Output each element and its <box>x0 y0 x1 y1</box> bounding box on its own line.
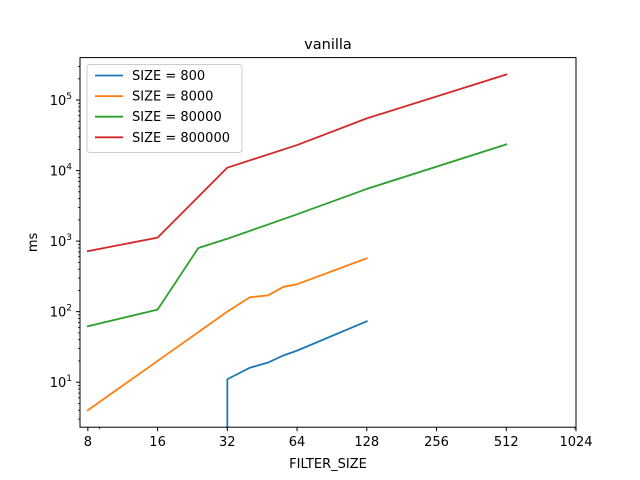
x-tick-label: 32 <box>219 435 236 450</box>
x-tick-label: 8 <box>84 435 92 450</box>
y-tick-exponent: 2 <box>66 304 72 314</box>
legend: SIZE = 800 SIZE = 8000 SIZE = 80000 SIZE = … <box>86 64 243 153</box>
legend-box <box>86 64 243 153</box>
y-tick-label: 104 <box>50 163 73 180</box>
legend-label-1: SIZE = 8000 <box>132 90 213 105</box>
y-tick-base: 10 <box>50 306 67 321</box>
y-tick-exponent: 4 <box>66 163 72 173</box>
y-tick-exponent: 3 <box>66 233 72 243</box>
legend-label-2: SIZE = 80000 <box>132 110 222 125</box>
y-tick-base: 10 <box>50 165 67 180</box>
x-tick-label: 512 <box>494 435 519 450</box>
series-line-2 <box>86 143 508 328</box>
x-tick-label: 128 <box>354 435 379 450</box>
y-axis-title: ms <box>26 232 41 252</box>
y-tick-exponent: 1 <box>66 374 72 384</box>
chart-title: vanilla <box>304 37 352 53</box>
legend-label-0: SIZE = 800 <box>132 69 205 84</box>
y-tick-base: 10 <box>50 376 67 391</box>
x-axis: 8 16 32 64 128 256 512 1024 <box>84 427 593 450</box>
y-tick-label: 105 <box>50 92 72 109</box>
y-tick-base: 10 <box>50 94 67 109</box>
series-line-0 <box>226 320 368 429</box>
x-tick-label: 16 <box>149 435 166 450</box>
x-tick-label: 64 <box>289 435 306 450</box>
y-tick-label: 102 <box>50 304 72 321</box>
y-tick-label: 101 <box>50 374 72 391</box>
x-tick-label: 256 <box>424 435 449 450</box>
plot-lines <box>86 73 508 429</box>
x-tick-label: 1024 <box>559 435 592 450</box>
series-line-3 <box>86 73 508 253</box>
y-tick-base: 10 <box>50 235 67 250</box>
y-tick-label: 103 <box>50 233 72 250</box>
legend-label-3: SIZE = 800000 <box>132 131 230 146</box>
y-tick-exponent: 5 <box>66 92 72 102</box>
series-line-1 <box>86 257 368 412</box>
x-axis-title: FILTER_SIZE <box>289 457 367 472</box>
plot-frame <box>79 57 577 428</box>
